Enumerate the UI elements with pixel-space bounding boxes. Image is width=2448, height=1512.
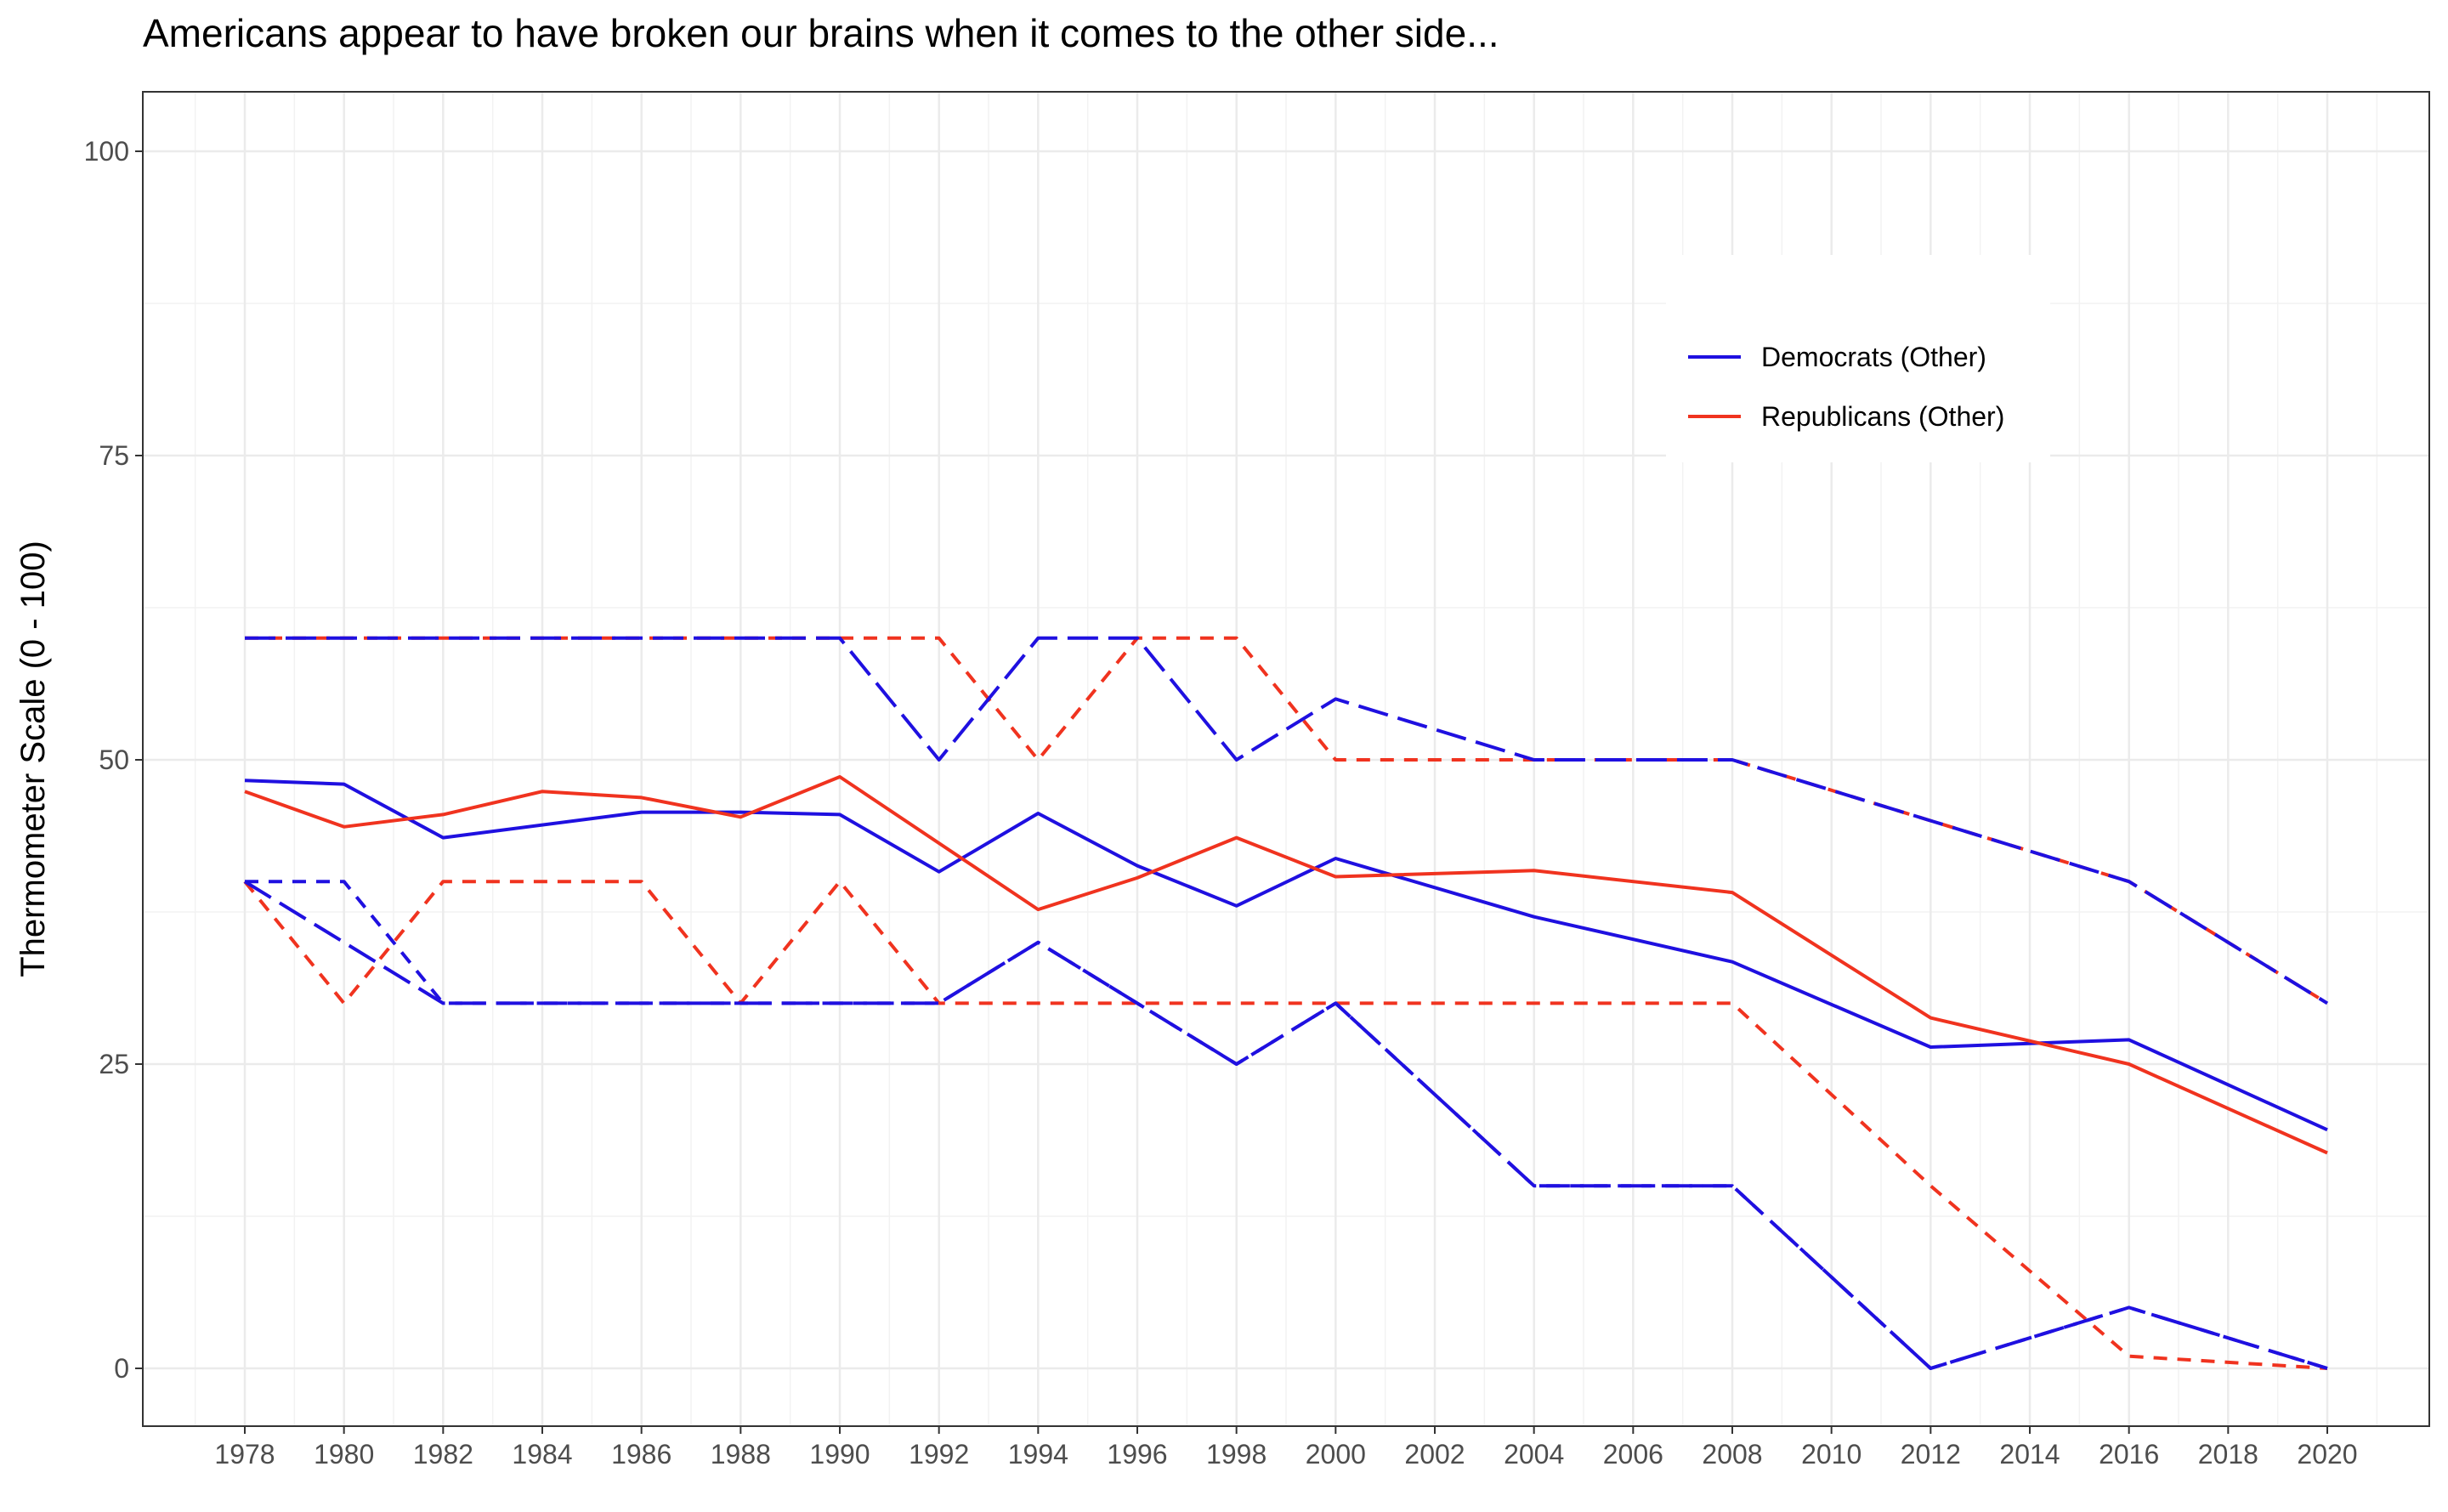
x-tick-label: 1990 [809, 1439, 870, 1470]
x-tick-label: 1998 [1206, 1439, 1266, 1470]
x-tick-label: 1992 [909, 1439, 969, 1470]
x-tick-label: 2008 [1702, 1439, 1762, 1470]
x-tick-label: 1996 [1107, 1439, 1167, 1470]
x-tick-label: 1980 [314, 1439, 374, 1470]
y-tick-label: 75 [99, 440, 129, 471]
chart-title: Americans appear to have broken our brai… [143, 11, 1499, 55]
y-tick-label: 100 [84, 136, 129, 167]
series-line-3 [245, 636, 2329, 1005]
x-tick-label: 2016 [2099, 1439, 2159, 1470]
x-tick-label: 2000 [1306, 1439, 1366, 1470]
x-tick-label: 1984 [512, 1439, 572, 1470]
legend-label-0: Democrats (Other) [1761, 342, 1986, 372]
x-tick-label: 2014 [1999, 1439, 2060, 1470]
x-tick-label: 2006 [1603, 1439, 1663, 1470]
x-tick-label: 1994 [1008, 1439, 1068, 1470]
series-lines [243, 636, 2329, 1370]
series-line-0 [244, 779, 2328, 1132]
x-tick-label: 2020 [2297, 1439, 2357, 1470]
x-tick-label: 2018 [2198, 1439, 2258, 1470]
x-tick-label: 2004 [1504, 1439, 1564, 1470]
y-axis-title: Thermometer Scale (0 - 100) [14, 541, 52, 977]
y-tick-label: 25 [99, 1049, 129, 1079]
x-tick-label: 1982 [413, 1439, 473, 1470]
series-line-4 [243, 880, 2328, 1370]
y-tick-label: 0 [114, 1353, 129, 1384]
series-line-1 [244, 775, 2328, 1155]
legend: Democrats (Other) Republicans (Other) [1666, 255, 2050, 462]
legend-label-1: Republicans (Other) [1761, 401, 2004, 432]
x-tick-label: 2002 [1404, 1439, 1465, 1470]
axis-ticks: 0 25 50 75 100 1978 1980 1982 1984 1986 1988 1990 19… [84, 136, 2358, 1470]
x-tick-label: 2010 [1801, 1439, 1862, 1470]
x-tick-label: 1988 [711, 1439, 771, 1470]
y-tick-label: 50 [99, 745, 129, 775]
x-tick-label: 1978 [214, 1439, 275, 1470]
x-tick-label: 2012 [1901, 1439, 1961, 1470]
series-line-6 [243, 880, 2328, 1370]
x-tick-label: 1986 [611, 1439, 672, 1470]
